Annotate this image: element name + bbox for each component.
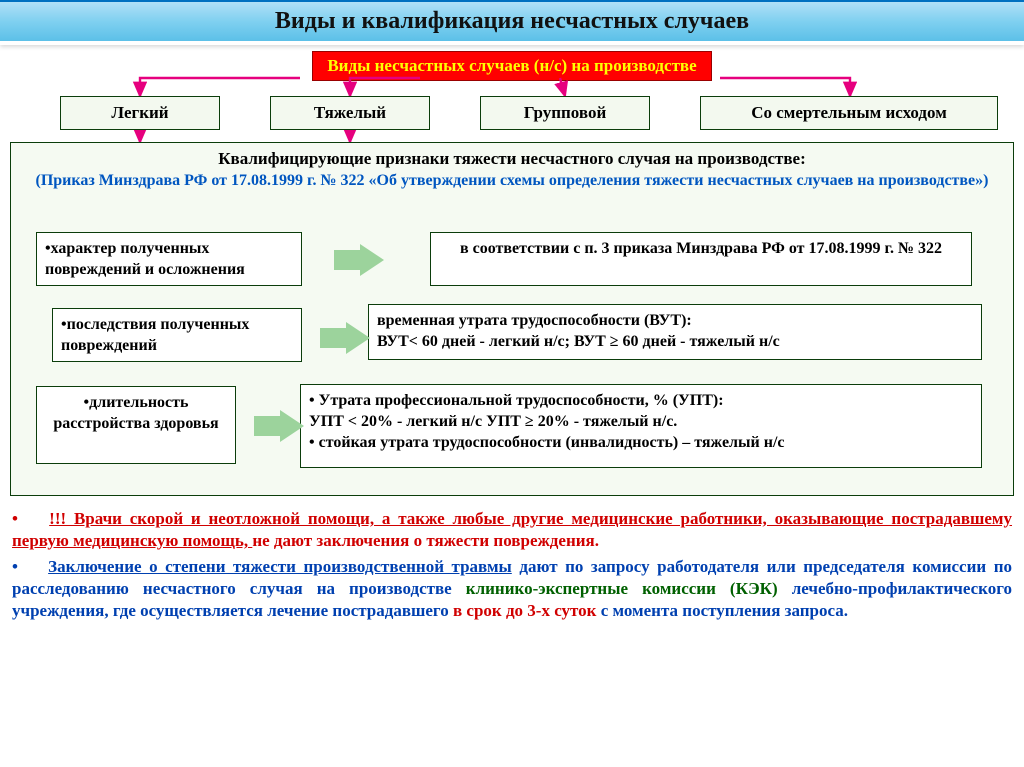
note2-blue: Заключение о степени тяжести производств…: [48, 557, 512, 576]
subhead: Виды несчастных случаев (н/с) на произво…: [312, 51, 711, 81]
right-box-2: • Утрата профессиональной трудоспособнос…: [300, 384, 982, 468]
note2-marker: •: [12, 557, 41, 576]
note2-end: с момента поступления запроса.: [601, 601, 848, 620]
q-ref: (Приказ Минздрава РФ от 17.08.1999 г. № …: [21, 171, 1003, 191]
diagram-stage: Виды несчастных случаев (н/с) на произво…: [0, 45, 1024, 81]
type-box-3: Со смертельным исходом: [700, 96, 998, 130]
chevron-1: [346, 322, 370, 354]
q-title: Квалифицирующие признаки тяжести несчаст…: [21, 149, 1003, 169]
left-box-0: •характер полученных повреждений и ослож…: [36, 232, 302, 286]
right-box-1: временная утрата трудоспособности (ВУТ):…: [368, 304, 982, 360]
note2-green: клинико-экспертные комиссии (КЭК): [466, 579, 778, 598]
type-box-0: Легкий: [60, 96, 220, 130]
type-box-2: Групповой: [480, 96, 650, 130]
right-box-0: в соответствии с п. 3 приказа Минздрава …: [430, 232, 972, 286]
left-box-1: •последствия полученных повреждений: [52, 308, 302, 362]
page-title: Виды и квалификация несчастных случаев: [275, 8, 749, 34]
left-box-2: •длительность расстройства здоровья: [36, 386, 236, 464]
notes: • !!! Врачи скорой и неотложной помощи, …: [12, 508, 1012, 626]
note1-red: не дают заключения о тяжести повреждения…: [252, 531, 599, 550]
title-bar: Виды и квалификация несчастных случаев: [0, 0, 1024, 45]
chevron-0: [360, 244, 384, 276]
note1-marker: •: [12, 509, 41, 528]
chevron-2: [280, 410, 304, 442]
type-box-1: Тяжелый: [270, 96, 430, 130]
note2-red: в срок до 3-х суток: [453, 601, 596, 620]
